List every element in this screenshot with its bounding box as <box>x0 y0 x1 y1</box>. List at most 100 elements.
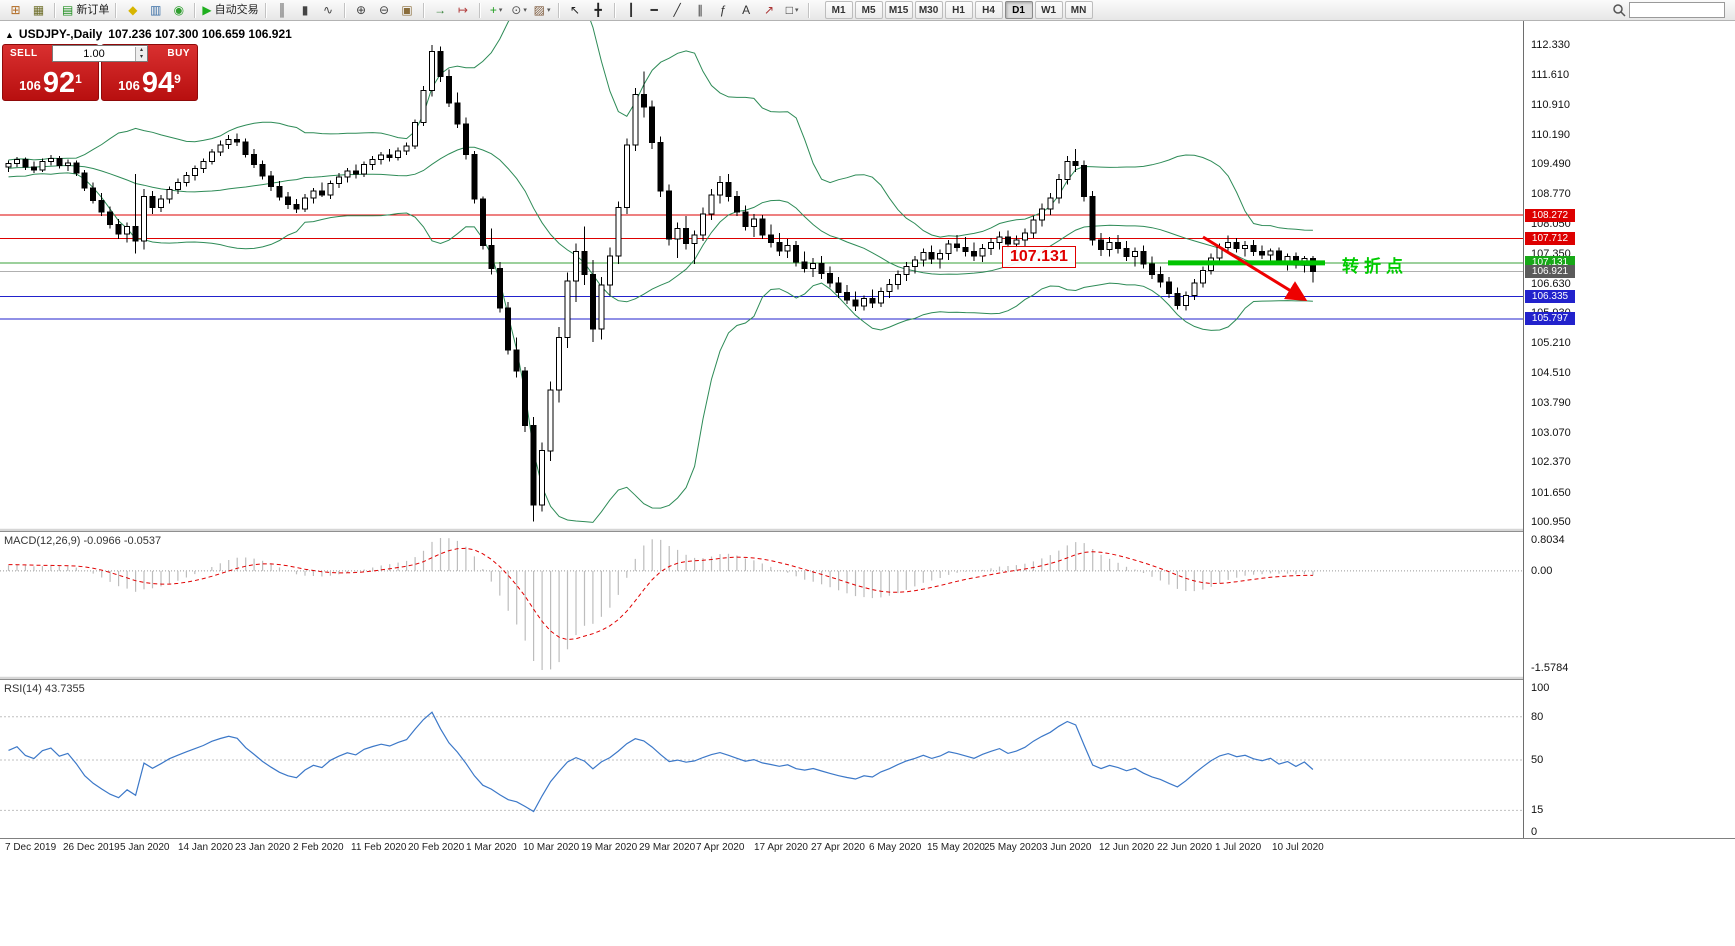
timeframe-d1[interactable]: D1 <box>1004 1 1033 19</box>
search-input[interactable] <box>1629 2 1725 18</box>
candle <box>191 168 198 176</box>
new-chart-icon: ⊞ <box>10 3 21 17</box>
candle <box>928 252 935 260</box>
auto-scroll-button[interactable]: → <box>429 0 452 20</box>
candle <box>412 122 419 147</box>
timeframe-m1[interactable]: M1 <box>824 1 853 19</box>
volume-up-button[interactable]: ▴ <box>136 46 147 54</box>
zoom-in-button[interactable]: ⊕ <box>350 0 373 20</box>
zoom-out-button[interactable]: ⊖ <box>373 0 396 20</box>
arrows-tool-button[interactable]: ↗ <box>758 0 781 20</box>
buy-button[interactable]: BUY 106 94 9 <box>101 44 198 101</box>
new-chart-button[interactable]: ⊞ <box>4 0 27 20</box>
templates-button[interactable]: ▨ ▾ <box>531 0 554 20</box>
cursor-button[interactable]: ↖ <box>564 0 587 20</box>
candle <box>1106 241 1113 250</box>
volume-input[interactable]: 1.00 ▴ ▾ <box>52 45 148 62</box>
main-chart-canvas[interactable] <box>0 21 1523 528</box>
timeframe-mn[interactable]: MN <box>1064 1 1093 19</box>
mql5-community-button[interactable]: ◉ <box>167 0 190 20</box>
candle <box>649 106 656 144</box>
timeframe-m15[interactable]: M15 <box>884 1 913 19</box>
panel-splitter[interactable] <box>0 528 1735 532</box>
profiles-button[interactable]: ▦ <box>27 0 50 20</box>
candle <box>30 166 37 171</box>
turning-point-label[interactable]: 转折点 <box>1342 257 1408 276</box>
crosshair-icon: ╋ <box>594 3 602 17</box>
candle <box>860 298 867 307</box>
candle <box>183 174 190 183</box>
chart-window[interactable]: ▲ USDJPY-,Daily 107.236 107.300 106.659 10… <box>0 21 1735 946</box>
collapse-one-click-icon[interactable]: ▲ <box>5 30 14 40</box>
candle <box>149 195 156 209</box>
timeframe-m30[interactable]: M30 <box>914 1 943 19</box>
arrows-tool-icon: ↗ <box>764 3 775 17</box>
candle <box>242 141 249 155</box>
panel-splitter[interactable] <box>0 676 1735 680</box>
line-chart-mode-button[interactable]: ∿ <box>317 0 340 20</box>
date-label: 11 Feb 2020 <box>351 842 407 853</box>
text-tool-button[interactable]: A <box>735 0 758 20</box>
rsi-canvas[interactable] <box>0 680 1523 838</box>
candlestick-mode-button[interactable]: ▮ <box>294 0 317 20</box>
bar-chart-mode-button[interactable]: ║ <box>271 0 294 20</box>
shapes-tool-button[interactable]: □ ▾ <box>781 0 804 20</box>
tile-windows-button[interactable]: ▣ <box>396 0 419 20</box>
candle <box>1021 232 1028 241</box>
indicators-icon: + <box>489 3 497 17</box>
line-chart-mode-icon: ∿ <box>323 3 334 17</box>
candle <box>1038 208 1045 221</box>
vertical-line-tool-button[interactable]: ┃ <box>620 0 643 20</box>
volume-value: 1.00 <box>83 47 105 60</box>
date-axis[interactable]: 7 Dec 2019 26 Dec 2019 5 Jan 2020 14 Jan 20… <box>0 839 1523 859</box>
candle <box>217 144 224 153</box>
candle <box>1182 295 1189 306</box>
timeframe-h4[interactable]: H4 <box>974 1 1003 19</box>
trendline-tool-button[interactable]: ╱ <box>666 0 689 20</box>
timeframe-w1[interactable]: W1 <box>1034 1 1063 19</box>
price-tick: 110.910 <box>1531 99 1570 111</box>
auto-scroll-icon: → <box>434 3 447 17</box>
search-icon[interactable] <box>1612 3 1626 17</box>
candle <box>471 153 478 200</box>
candle <box>776 241 783 252</box>
red-arrow-trendline-object[interactable] <box>1202 235 1308 302</box>
candle <box>496 267 503 309</box>
candle <box>454 102 461 125</box>
new-order-button[interactable]: ▤ 新订单 <box>60 0 111 20</box>
date-label: 12 Jun 2020 <box>1099 842 1155 853</box>
periods-button[interactable]: ⊙ ▾ <box>508 0 531 20</box>
candle <box>462 123 469 155</box>
candle <box>1115 241 1122 249</box>
data-window-button[interactable]: ▥ <box>144 0 167 20</box>
crosshair-button[interactable]: ╋ <box>587 0 610 20</box>
metaeditor-button[interactable]: ◆ <box>121 0 144 20</box>
candle <box>852 299 859 307</box>
macd-scale-label: -1.5784 <box>1531 662 1569 674</box>
candle <box>73 162 80 174</box>
volume-down-button[interactable]: ▾ <box>136 53 147 61</box>
candle <box>56 158 63 167</box>
candle <box>1242 244 1249 249</box>
candle <box>259 164 266 177</box>
candle <box>505 307 512 351</box>
timeframe-m5[interactable]: M5 <box>854 1 883 19</box>
candle <box>1165 281 1172 294</box>
candle <box>530 425 537 506</box>
autotrading-button[interactable]: ▶ 自动交易 <box>200 0 260 20</box>
macd-canvas[interactable] <box>0 532 1523 676</box>
price-scale[interactable]: 112.330 111.610 110.910 110.190 109.490 108.7… <box>1523 21 1735 838</box>
price-annotation[interactable]: 107.131 <box>1002 246 1076 268</box>
fibonacci-tool-button[interactable]: ƒ <box>712 0 735 20</box>
indicators-button[interactable]: + ▾ <box>485 0 508 20</box>
chart-shift-button[interactable]: ↦ <box>452 0 475 20</box>
candle <box>742 211 749 228</box>
timeframe-h1[interactable]: H1 <box>944 1 973 19</box>
candle <box>166 189 173 200</box>
candle <box>844 292 851 301</box>
channel-tool-button[interactable]: ∥ <box>689 0 712 20</box>
new-order-icon: ▤ <box>62 3 74 17</box>
candle <box>445 75 452 104</box>
horizontal-line-tool-button[interactable]: ━ <box>643 0 666 20</box>
rsi-scale-label: 50 <box>1531 754 1544 766</box>
